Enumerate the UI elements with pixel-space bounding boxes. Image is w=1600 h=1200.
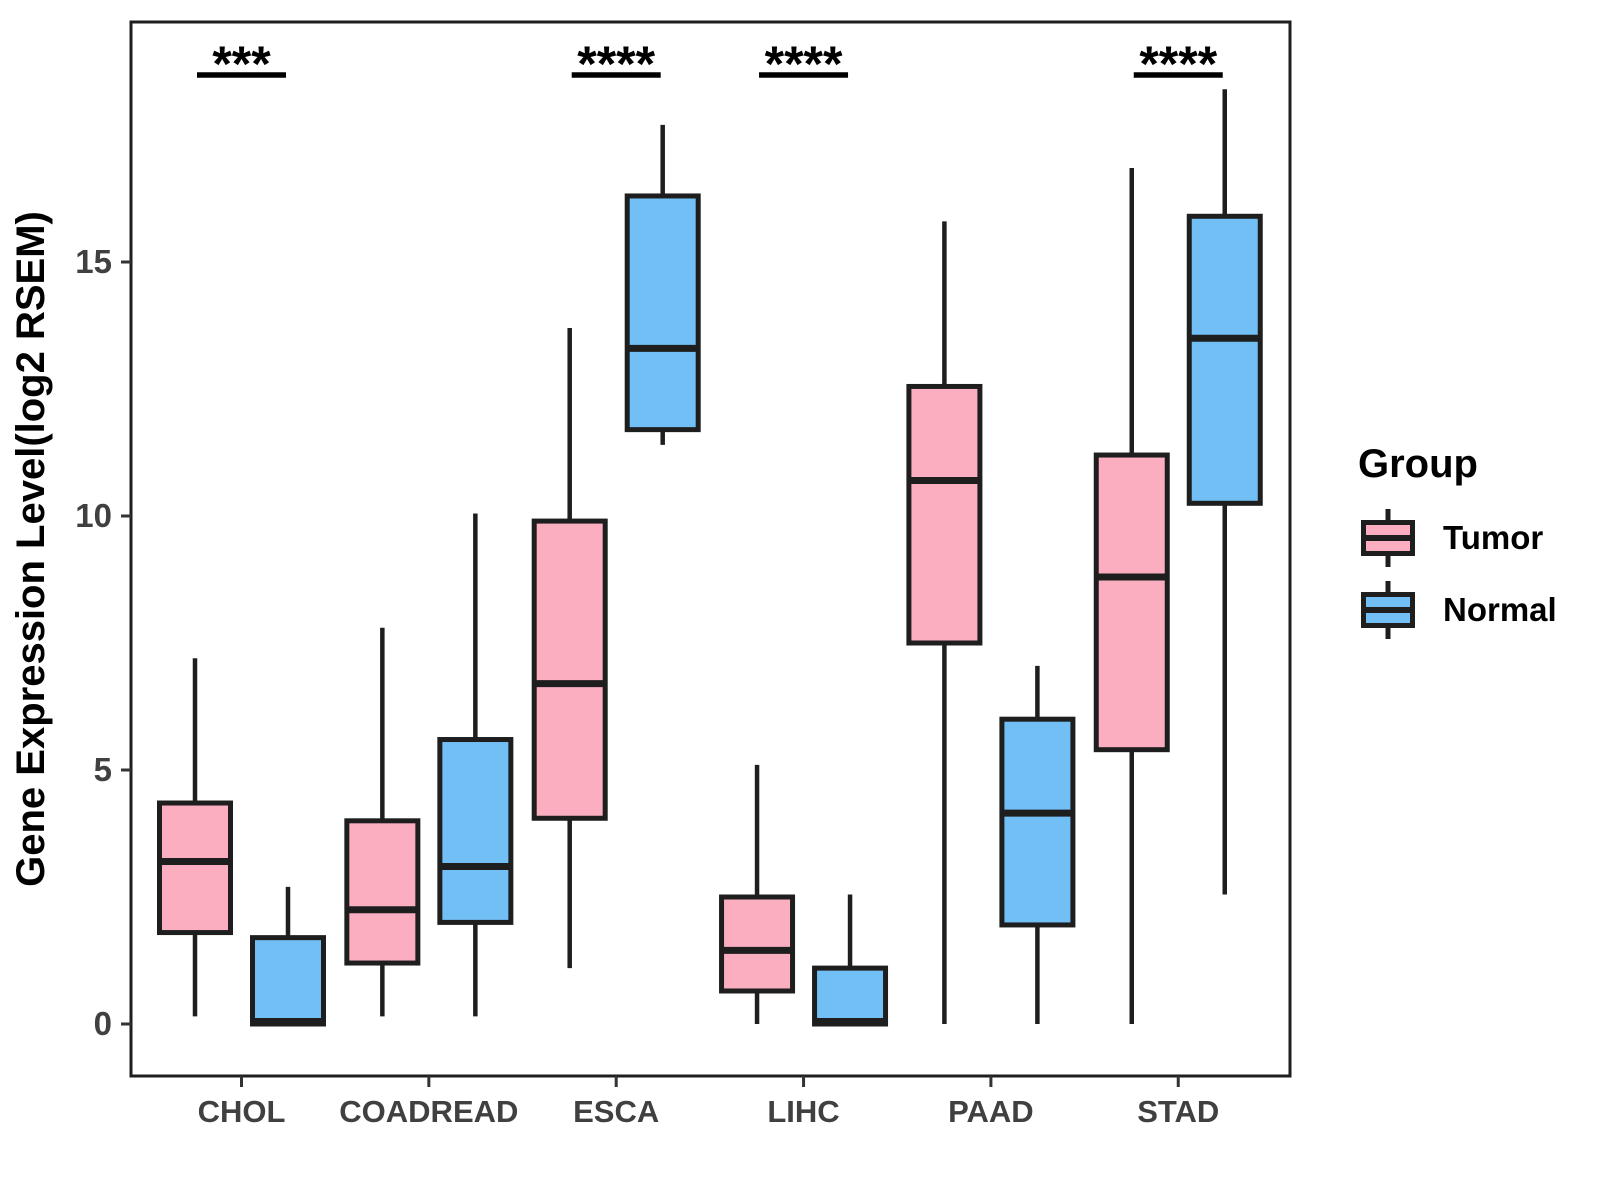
y-tick-label: 15 (75, 243, 112, 280)
legend-label-tumor: Tumor (1443, 519, 1544, 556)
box-tumor-paad (906, 383, 983, 646)
axes-layer: 0 5 10 15 CHOL COADREAD ESCA LIHC PAAD STAD (75, 243, 1219, 1129)
significance-stars-stad: **** (1139, 36, 1217, 92)
y-axis-title: Gene Expression Level(log2 RSEM) (9, 211, 53, 887)
significance-stars-chol: *** (212, 36, 271, 92)
normal-boxplot-key-icon (1361, 581, 1415, 639)
x-category-label: PAAD (948, 1094, 1034, 1129)
x-category-label: LIHC (767, 1094, 839, 1129)
box-tumor-coadread (344, 818, 421, 966)
x-category-label: COADREAD (339, 1094, 518, 1129)
y-tick-label: 10 (75, 497, 112, 534)
legend-label-normal: Normal (1443, 591, 1557, 628)
significance-layer: *** **** **** **** (197, 36, 1223, 92)
box-normal-paad (999, 716, 1076, 928)
significance-stars-lihc: **** (765, 36, 843, 92)
y-tick-label: 5 (94, 751, 112, 788)
box-normal-esca (624, 193, 701, 433)
box-tumor-chol (157, 800, 233, 936)
legend: Group Tumor Normal (1328, 442, 1588, 653)
boxes-layer (157, 89, 1263, 1027)
box-tumor-esca (531, 518, 608, 821)
box-normal-chol (250, 935, 326, 1027)
legend-item-tumor: Tumor (1361, 509, 1588, 567)
box-normal-stad (1186, 213, 1263, 506)
plot-panel (129, 20, 1292, 1078)
key-median (1361, 535, 1415, 541)
significance-stars-esca: **** (577, 36, 655, 92)
legend-item-normal: Normal (1361, 581, 1588, 639)
tumor-boxplot-key-icon (1361, 509, 1415, 567)
x-category-label: ESCA (573, 1094, 659, 1129)
x-category-label: CHOL (198, 1094, 286, 1129)
legend-title: Group (1358, 442, 1478, 486)
key-median (1361, 607, 1415, 613)
x-category-label: STAD (1137, 1094, 1219, 1129)
box-normal-lihc (812, 965, 889, 1027)
box-tumor-stad (1093, 452, 1170, 753)
box-tumor-lihc (719, 894, 796, 994)
box-normal-coadread (437, 737, 514, 925)
y-tick-label: 0 (94, 1005, 112, 1042)
